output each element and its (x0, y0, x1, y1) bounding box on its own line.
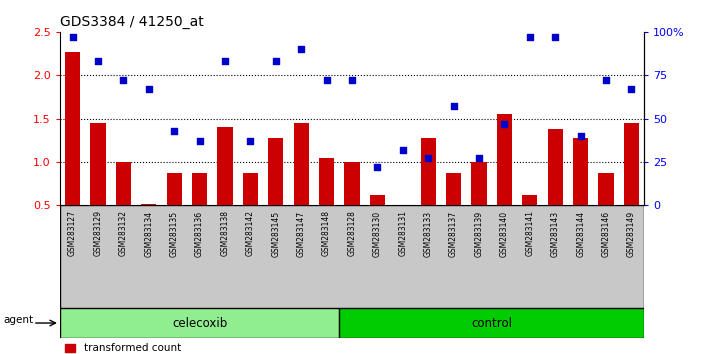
Legend: transformed count, percentile rank within the sample: transformed count, percentile rank withi… (65, 343, 260, 354)
Point (550, 34, 561, 40)
Bar (65, 52, 80, 249)
Bar (593, 205, 619, 308)
Bar (243, 173, 258, 249)
Text: GSM283127: GSM283127 (68, 210, 77, 256)
Text: GSM283133: GSM283133 (424, 210, 433, 257)
Text: GSM283142: GSM283142 (246, 210, 255, 256)
Bar (268, 138, 284, 249)
Text: GSM283141: GSM283141 (525, 210, 534, 256)
Bar (294, 123, 309, 249)
Text: GDS3384 / 41250_at: GDS3384 / 41250_at (60, 16, 203, 29)
Bar (420, 138, 436, 249)
Text: GSM283130: GSM283130 (373, 210, 382, 257)
Point (346, 78, 358, 83)
Bar (446, 173, 461, 249)
Bar (141, 204, 156, 249)
Text: GSM283138: GSM283138 (220, 210, 230, 256)
Bar (238, 205, 263, 308)
Point (397, 147, 408, 153)
Point (296, 46, 307, 52)
Bar (60, 308, 339, 338)
Text: control: control (471, 316, 513, 330)
Point (143, 86, 154, 92)
Bar (390, 205, 415, 308)
Text: GSM283146: GSM283146 (601, 210, 610, 257)
Bar (441, 205, 466, 308)
Bar (624, 123, 639, 249)
Point (194, 138, 205, 144)
Bar (522, 195, 537, 249)
Bar (517, 205, 543, 308)
Bar (415, 205, 441, 308)
Bar (619, 205, 644, 308)
Text: celecoxib: celecoxib (172, 316, 227, 330)
Bar (314, 205, 339, 308)
Bar (187, 205, 213, 308)
Text: GSM283143: GSM283143 (551, 210, 560, 257)
Text: GSM283132: GSM283132 (119, 210, 128, 256)
Bar (192, 173, 207, 249)
Text: GSM283139: GSM283139 (474, 210, 484, 257)
Text: GSM283128: GSM283128 (348, 210, 356, 256)
Point (245, 138, 256, 144)
Bar (289, 205, 314, 308)
Point (499, 121, 510, 127)
Text: GSM283137: GSM283137 (449, 210, 458, 257)
Bar (370, 195, 385, 249)
Point (168, 128, 180, 133)
Point (626, 86, 637, 92)
Text: GSM283129: GSM283129 (94, 210, 103, 256)
Text: GSM283145: GSM283145 (271, 210, 280, 257)
Bar (497, 114, 512, 249)
Point (448, 104, 459, 109)
Point (67, 34, 78, 40)
Text: GSM283136: GSM283136 (195, 210, 204, 257)
Bar (339, 308, 644, 338)
Bar (263, 205, 289, 308)
Bar (548, 129, 563, 249)
Point (524, 34, 536, 40)
Point (422, 156, 434, 161)
Point (118, 78, 129, 83)
Text: GSM283149: GSM283149 (627, 210, 636, 257)
Bar (60, 205, 85, 308)
Point (372, 164, 383, 170)
Bar (395, 232, 410, 249)
Point (92, 58, 103, 64)
Text: GSM283140: GSM283140 (500, 210, 509, 257)
Bar (365, 205, 390, 308)
Text: GSM283148: GSM283148 (322, 210, 331, 256)
Bar (319, 159, 334, 249)
Bar (573, 138, 589, 249)
Bar (491, 205, 517, 308)
Bar (466, 205, 491, 308)
Bar (111, 205, 136, 308)
Bar (472, 162, 486, 249)
Bar (568, 205, 593, 308)
Bar (90, 123, 106, 249)
Bar (213, 205, 238, 308)
Bar (161, 205, 187, 308)
Bar (85, 205, 111, 308)
Bar (136, 205, 161, 308)
Text: GSM283134: GSM283134 (144, 210, 153, 257)
Bar (218, 127, 232, 249)
Point (220, 58, 231, 64)
Text: GSM283144: GSM283144 (576, 210, 585, 257)
Point (575, 133, 586, 139)
Point (473, 156, 484, 161)
Text: GSM283135: GSM283135 (170, 210, 179, 257)
Text: agent: agent (3, 315, 33, 325)
Bar (543, 205, 568, 308)
Bar (167, 173, 182, 249)
Point (270, 58, 282, 64)
Bar (339, 205, 365, 308)
Text: GSM283131: GSM283131 (398, 210, 408, 256)
Text: GSM283147: GSM283147 (296, 210, 306, 257)
Point (601, 78, 612, 83)
Bar (598, 173, 614, 249)
Bar (344, 162, 360, 249)
Bar (115, 162, 131, 249)
Point (321, 78, 332, 83)
